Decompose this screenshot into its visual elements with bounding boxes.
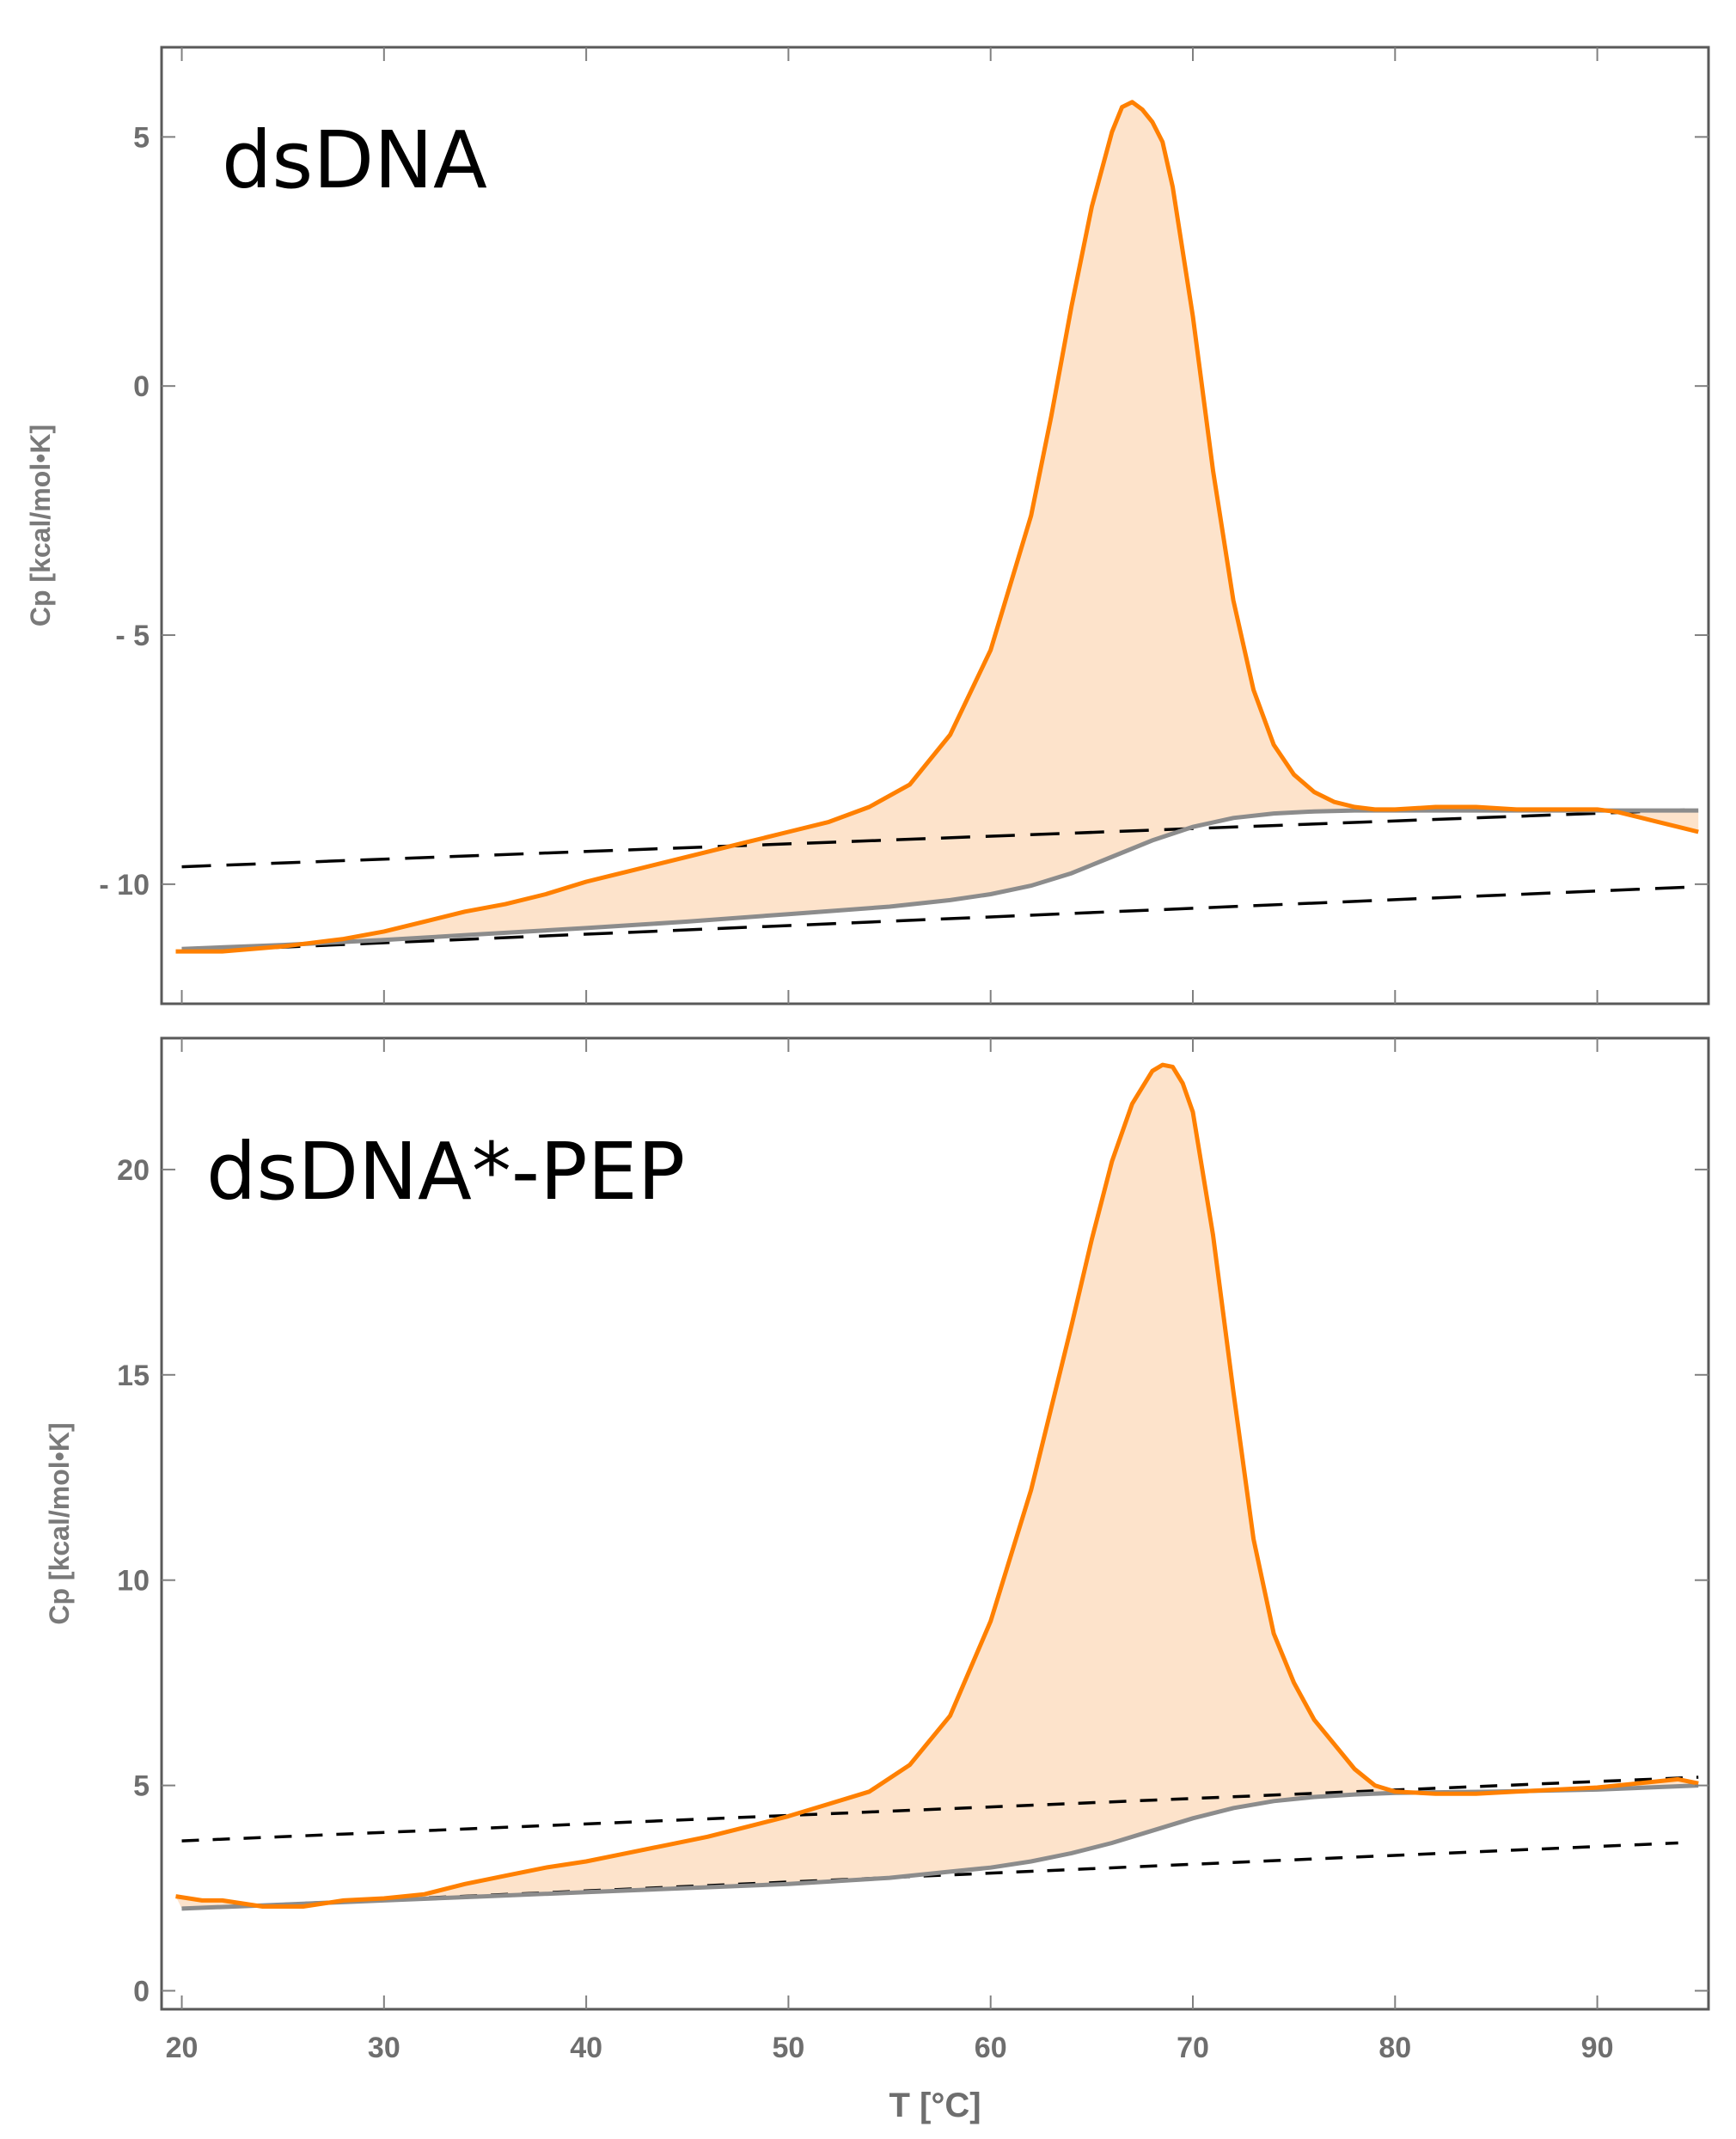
y-tick-label: 15: [117, 1360, 150, 1392]
y-axis-title: Cp [kcal/mol•K]: [44, 1422, 75, 1624]
panel-dsdna-pep: 0 5 10 15 20 20 30 40 50 60 70 80 90 Cp [kcal/mol•K] T…: [44, 1036, 1710, 2124]
upper-dashed-baseline: [181, 1775, 1699, 1843]
x-tick-label: 40: [570, 2032, 602, 2064]
y-tick-label: 10: [117, 1565, 150, 1598]
panel-dsdna: 5 0 - 5 - 10 Cp [kcal/mol•K] dsDNA: [25, 46, 1710, 1005]
panel-label: dsDNA: [222, 114, 487, 206]
y-tick-label: 5: [133, 1770, 150, 1803]
baseline-curve: [181, 1783, 1699, 1911]
panel-label: dsDNA*-PEP: [206, 1126, 685, 1218]
plot-frame: [160, 46, 1710, 1005]
cp-curve: [175, 100, 1699, 954]
y-tick-label: - 10: [99, 869, 150, 901]
x-tick-label: 80: [1378, 2032, 1411, 2064]
y-tick-label: 20: [117, 1154, 150, 1187]
x-tick-label: 60: [975, 2032, 1007, 2064]
cp-curve: [175, 1062, 1699, 1909]
x-axis-title: T [°C]: [889, 2087, 981, 2124]
lower-dashed-baseline: [181, 885, 1699, 953]
y-tick-label: 0: [133, 370, 150, 403]
plot-frame: [160, 1036, 1710, 2011]
y-tick-label: 0: [133, 1975, 150, 2008]
x-tick-label: 20: [166, 2032, 199, 2064]
transition-area: [175, 101, 1699, 952]
x-tick-label: 70: [1177, 2032, 1209, 2064]
upper-dashed-baseline: [181, 808, 1699, 869]
x-tick-label: 30: [368, 2032, 400, 2064]
y-tick-label: 5: [133, 121, 150, 154]
x-tick-label: 90: [1581, 2032, 1614, 2064]
x-tick-label: 50: [772, 2032, 804, 2064]
y-tick-label: - 5: [115, 620, 150, 652]
y-axis-title: Cp [kcal/mol•K]: [25, 425, 56, 626]
transition-area: [175, 1065, 1699, 1909]
